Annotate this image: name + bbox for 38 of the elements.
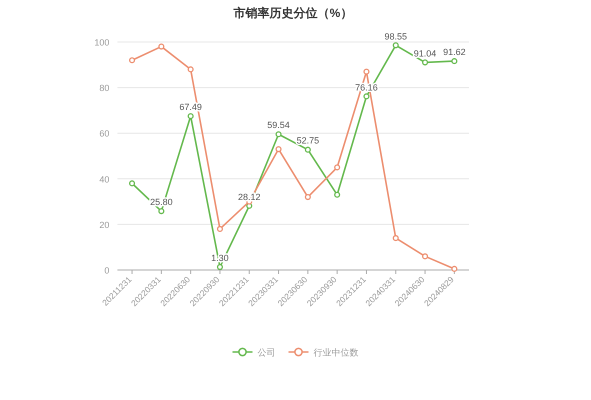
point <box>276 131 282 138</box>
point <box>363 93 370 100</box>
legend-label: 行业中位数 <box>314 348 358 358</box>
point <box>276 146 282 152</box>
point <box>216 226 223 232</box>
point <box>363 68 370 75</box>
ytick: 100 <box>94 38 110 48</box>
ytick: 0 <box>104 266 110 276</box>
value-label: 59.54 <box>267 120 290 130</box>
title: 市销率历史分位（%） <box>234 6 352 20</box>
point <box>451 266 458 272</box>
point <box>129 180 136 186</box>
point <box>129 57 136 64</box>
point <box>216 264 223 270</box>
value-label: 91.04 <box>414 48 436 58</box>
legend-label: 公司 <box>258 348 276 358</box>
ytick: 80 <box>99 83 110 94</box>
ytick: 40 <box>99 174 110 184</box>
ytick: 60 <box>99 128 110 139</box>
value-label: 52.75 <box>296 136 320 146</box>
point <box>334 164 340 170</box>
value-label: 91.62 <box>443 47 466 58</box>
point <box>188 66 194 72</box>
legend-item: 公司 <box>232 348 276 358</box>
point <box>304 146 311 153</box>
point <box>422 253 428 260</box>
point <box>158 208 164 214</box>
point <box>451 58 458 64</box>
point <box>158 44 164 50</box>
legend-item: 行业中位数 <box>288 348 358 358</box>
point <box>334 192 340 198</box>
point <box>188 113 194 120</box>
ytick: 20 <box>99 220 110 230</box>
point <box>422 59 428 66</box>
point <box>392 42 399 48</box>
value-label: 98.55 <box>384 31 408 42</box>
point <box>304 194 311 200</box>
point <box>392 235 399 242</box>
